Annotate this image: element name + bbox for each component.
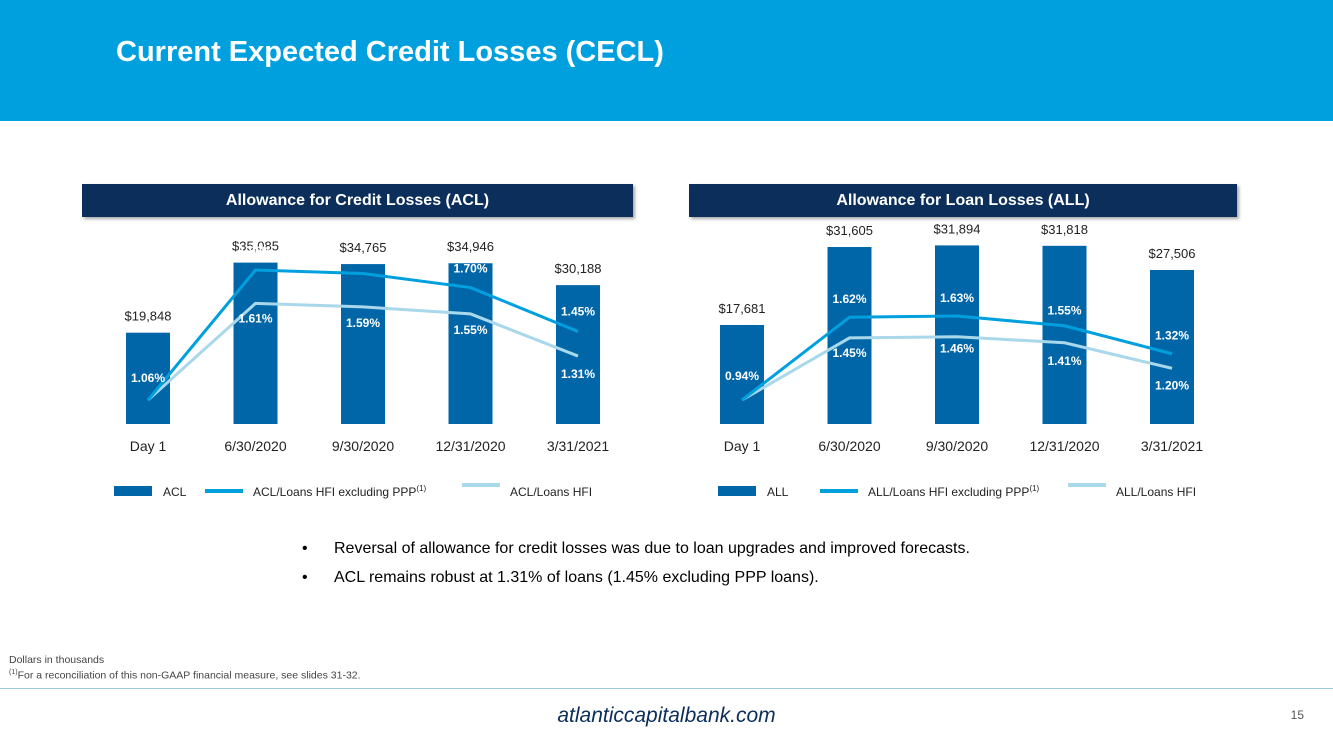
bar-value-label: $34,765 bbox=[340, 240, 387, 255]
bar-value-label: $31,818 bbox=[1041, 222, 1088, 237]
bullet-list: • Reversal of allowance for credit losse… bbox=[302, 538, 970, 596]
legend-footnote-marker: (1) bbox=[1029, 484, 1039, 493]
x-tick-label: 6/30/2020 bbox=[224, 438, 286, 454]
website-link[interactable]: atlanticcapitalbank.com bbox=[557, 704, 776, 727]
footnote-text: For a reconciliation of this non-GAAP fi… bbox=[17, 669, 361, 682]
bullet-item: • ACL remains robust at 1.31% of loans (… bbox=[302, 567, 970, 596]
bar-value-label: $19,848 bbox=[125, 309, 172, 324]
x-tick-label: 6/30/2020 bbox=[818, 438, 880, 454]
line-label-excl-ppp: 1.55% bbox=[1047, 304, 1081, 318]
x-tick-label: 3/31/2021 bbox=[547, 438, 609, 454]
bar bbox=[935, 245, 979, 424]
line-series-hfi bbox=[741, 335, 1173, 402]
legend-swatch-bar bbox=[114, 486, 152, 496]
bar bbox=[1042, 245, 1087, 424]
legend-footnote-marker: (1) bbox=[416, 484, 426, 493]
bar-value-label: $31,605 bbox=[826, 223, 873, 238]
bar bbox=[720, 324, 764, 424]
x-tick-label: 3/31/2021 bbox=[1141, 438, 1203, 454]
legend-swatch-excl-ppp bbox=[820, 489, 858, 493]
x-tick-label: 9/30/2020 bbox=[332, 438, 394, 454]
x-tick-label: 9/30/2020 bbox=[926, 438, 988, 454]
legend-swatch-excl-ppp bbox=[205, 489, 243, 493]
line-label-hfi: 1.59% bbox=[346, 316, 380, 330]
bullet-item: • Reversal of allowance for credit losse… bbox=[302, 538, 970, 567]
bar bbox=[448, 263, 493, 424]
acl-chart-title: Allowance for Credit Losses (ACL) bbox=[82, 184, 633, 217]
x-tick-label: 12/31/2020 bbox=[435, 438, 505, 454]
bar-value-label: $30,188 bbox=[555, 261, 602, 276]
bar bbox=[341, 264, 385, 424]
bar bbox=[126, 332, 170, 424]
footer-divider bbox=[0, 688, 1333, 689]
footnote-marker: (1) bbox=[9, 669, 18, 676]
line-label-hfi: 1.45% bbox=[832, 346, 866, 360]
footnote-units: Dollars in thousands bbox=[9, 654, 105, 666]
legend-swatch-hfi bbox=[462, 483, 500, 487]
x-tick-label: 12/31/2020 bbox=[1029, 438, 1099, 454]
legend-label-hfi: ACL/Loans HFI bbox=[510, 485, 592, 499]
x-tick-label: Day 1 bbox=[130, 438, 167, 454]
line-label-hfi: 1.61% bbox=[238, 311, 272, 325]
line-label-hfi: 1.46% bbox=[940, 342, 974, 356]
line-label-excl-ppp: 1.06% bbox=[131, 371, 165, 385]
bar-value-label: $17,681 bbox=[719, 301, 766, 316]
line-label-excl-ppp: 1.80% bbox=[238, 244, 272, 258]
legend-label-bar: ACL bbox=[163, 485, 187, 499]
all-chart-title: Allowance for Loan Losses (ALL) bbox=[689, 184, 1237, 217]
bullet-text-2: ACL remains robust at 1.31% of loans (1.… bbox=[334, 569, 819, 586]
line-label-hfi: 1.55% bbox=[453, 323, 487, 337]
line-label-excl-ppp: 1.63% bbox=[940, 291, 974, 305]
line-series-hfi bbox=[146, 301, 579, 402]
line-label-excl-ppp: 1.70% bbox=[453, 262, 487, 276]
line-label-excl-ppp: 1.62% bbox=[832, 292, 866, 306]
bar-value-label: $34,946 bbox=[447, 239, 494, 254]
bar-value-label: $31,894 bbox=[934, 221, 981, 236]
line-series-excl-ppp bbox=[146, 268, 579, 401]
line-label-hfi: 1.41% bbox=[1047, 354, 1081, 368]
bullet-dot: • bbox=[302, 569, 308, 586]
header-band: Current Expected Credit Losses (CECL) bbox=[0, 0, 1333, 121]
bar-value-label: $35,085 bbox=[232, 239, 279, 254]
bar-value-label: $27,506 bbox=[1149, 246, 1196, 261]
legend-label-excl-ppp: ALL/Loans HFI excluding PPP(1) bbox=[868, 484, 1040, 499]
line-series-excl-ppp bbox=[741, 314, 1173, 402]
bullet-text-1: Reversal of allowance for credit losses … bbox=[334, 540, 970, 557]
line-label-hfi: 1.31% bbox=[561, 367, 595, 381]
bar bbox=[827, 247, 872, 424]
charts-canvas: $19,848 Day 1 $35,085 6/30/2020 $34,765 9/30/… bbox=[114, 221, 1203, 499]
bullet-dot: • bbox=[302, 540, 308, 557]
line-label-excl-ppp: 1.78% bbox=[346, 250, 380, 264]
line-label-excl-ppp: 0.94% bbox=[725, 369, 759, 383]
legend-swatch-bar bbox=[718, 486, 756, 496]
footnote-reconciliation: (1)For a reconciliation of this non-GAAP… bbox=[9, 669, 361, 682]
line-label-hfi: 1.20% bbox=[1155, 378, 1189, 392]
page-number: 15 bbox=[1290, 708, 1304, 722]
bar bbox=[1150, 269, 1194, 424]
line-label-excl-ppp: 1.45% bbox=[561, 304, 595, 318]
legend-label-bar: ALL bbox=[767, 485, 789, 499]
legend-label-hfi: ALL/Loans HFI bbox=[1116, 485, 1196, 499]
page-title: Current Expected Credit Losses (CECL) bbox=[116, 36, 664, 68]
legend-swatch-hfi bbox=[1068, 483, 1106, 487]
line-label-excl-ppp: 1.32% bbox=[1155, 329, 1189, 343]
x-tick-label: Day 1 bbox=[724, 438, 761, 454]
legend-label-excl-ppp: ACL/Loans HFI excluding PPP(1) bbox=[253, 484, 427, 499]
